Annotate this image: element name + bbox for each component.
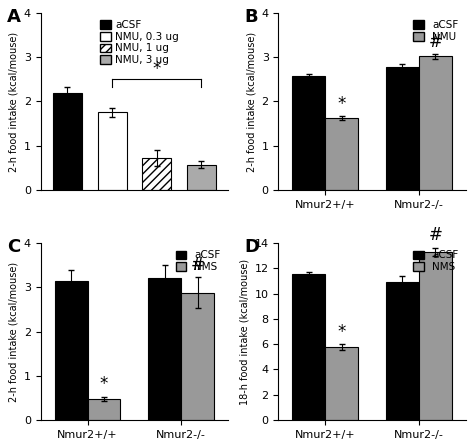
Bar <box>98 112 127 190</box>
Y-axis label: 2-h food intake (kcal/mouse): 2-h food intake (kcal/mouse) <box>9 262 18 401</box>
Bar <box>325 118 358 190</box>
Bar <box>148 278 181 420</box>
Bar <box>325 347 358 420</box>
Text: A: A <box>7 8 21 26</box>
Bar <box>386 67 419 190</box>
Legend: aCSF, NMU, 0.3 ug, NMU, 1 ug, NMU, 3 ug: aCSF, NMU, 0.3 ug, NMU, 1 ug, NMU, 3 ug <box>99 18 181 67</box>
Bar <box>181 293 214 420</box>
Text: *: * <box>100 375 108 393</box>
Bar <box>292 274 325 420</box>
Bar <box>55 281 88 420</box>
Text: *: * <box>153 60 161 78</box>
Legend: aCSF, NMS: aCSF, NMS <box>173 248 223 274</box>
Y-axis label: 2-h food intake (kcal/mouse): 2-h food intake (kcal/mouse) <box>9 31 18 172</box>
Text: #: # <box>428 33 442 51</box>
Bar <box>292 76 325 190</box>
Text: D: D <box>245 238 260 256</box>
Bar <box>142 158 171 190</box>
Text: #: # <box>428 226 442 245</box>
Bar <box>88 399 120 420</box>
Text: C: C <box>7 238 20 256</box>
Bar <box>419 252 452 420</box>
Text: *: * <box>337 323 346 341</box>
Bar <box>53 93 82 190</box>
Bar <box>187 165 216 190</box>
Y-axis label: 18-h food intake (kcal/mouse): 18-h food intake (kcal/mouse) <box>239 258 249 405</box>
Text: *: * <box>337 95 346 113</box>
Text: B: B <box>245 8 258 26</box>
Legend: aCSF, NMS: aCSF, NMS <box>411 248 460 274</box>
Text: #: # <box>191 256 204 274</box>
Bar <box>419 56 452 190</box>
Y-axis label: 2-h food intake (kcal/mouse): 2-h food intake (kcal/mouse) <box>246 31 256 172</box>
Bar <box>386 282 419 420</box>
Legend: aCSF, NMU: aCSF, NMU <box>411 18 460 44</box>
